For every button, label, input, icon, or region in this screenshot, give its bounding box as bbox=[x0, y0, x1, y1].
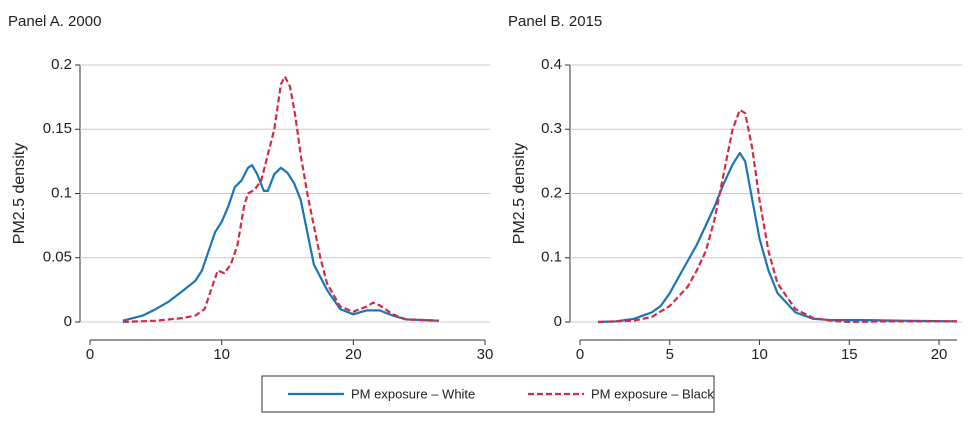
y-tick-label: 0.1 bbox=[51, 184, 72, 201]
legend-label: PM exposure – White bbox=[351, 386, 475, 401]
y-axis-label: PM2.5 density bbox=[511, 143, 528, 244]
panel-title: Panel B. 2015 bbox=[508, 13, 602, 30]
y-tick-label: 0.2 bbox=[51, 56, 72, 73]
y-axis-label: PM2.5 density bbox=[11, 143, 28, 244]
y-tick-label: 0.4 bbox=[541, 56, 562, 73]
series-line bbox=[122, 164, 439, 322]
x-tick-label: 15 bbox=[841, 346, 858, 363]
series-line bbox=[597, 108, 957, 324]
panel-title: Panel A. 2000 bbox=[8, 13, 101, 30]
y-tick-label: 0 bbox=[554, 313, 562, 330]
series-line bbox=[597, 151, 958, 324]
x-tick-label: 10 bbox=[213, 346, 230, 363]
y-tick-label: 0.05 bbox=[43, 249, 72, 266]
x-tick-label: 0 bbox=[86, 346, 94, 363]
legend-box bbox=[261, 375, 715, 413]
x-tick-label: 20 bbox=[931, 346, 948, 363]
x-tick-label: 5 bbox=[666, 346, 674, 363]
y-tick-label: 0 bbox=[64, 313, 72, 330]
x-tick-label: 0 bbox=[576, 346, 584, 363]
y-tick-label: 0.15 bbox=[43, 120, 72, 137]
x-tick-label: 20 bbox=[345, 346, 362, 363]
y-tick-label: 0.3 bbox=[541, 120, 562, 137]
x-tick-label: 30 bbox=[477, 346, 494, 363]
x-tick-label: 10 bbox=[751, 346, 768, 363]
series-line bbox=[122, 75, 439, 324]
y-tick-label: 0.1 bbox=[541, 249, 562, 266]
y-tick-label: 0.2 bbox=[541, 184, 562, 201]
legend-label: PM exposure – Black bbox=[591, 386, 714, 401]
